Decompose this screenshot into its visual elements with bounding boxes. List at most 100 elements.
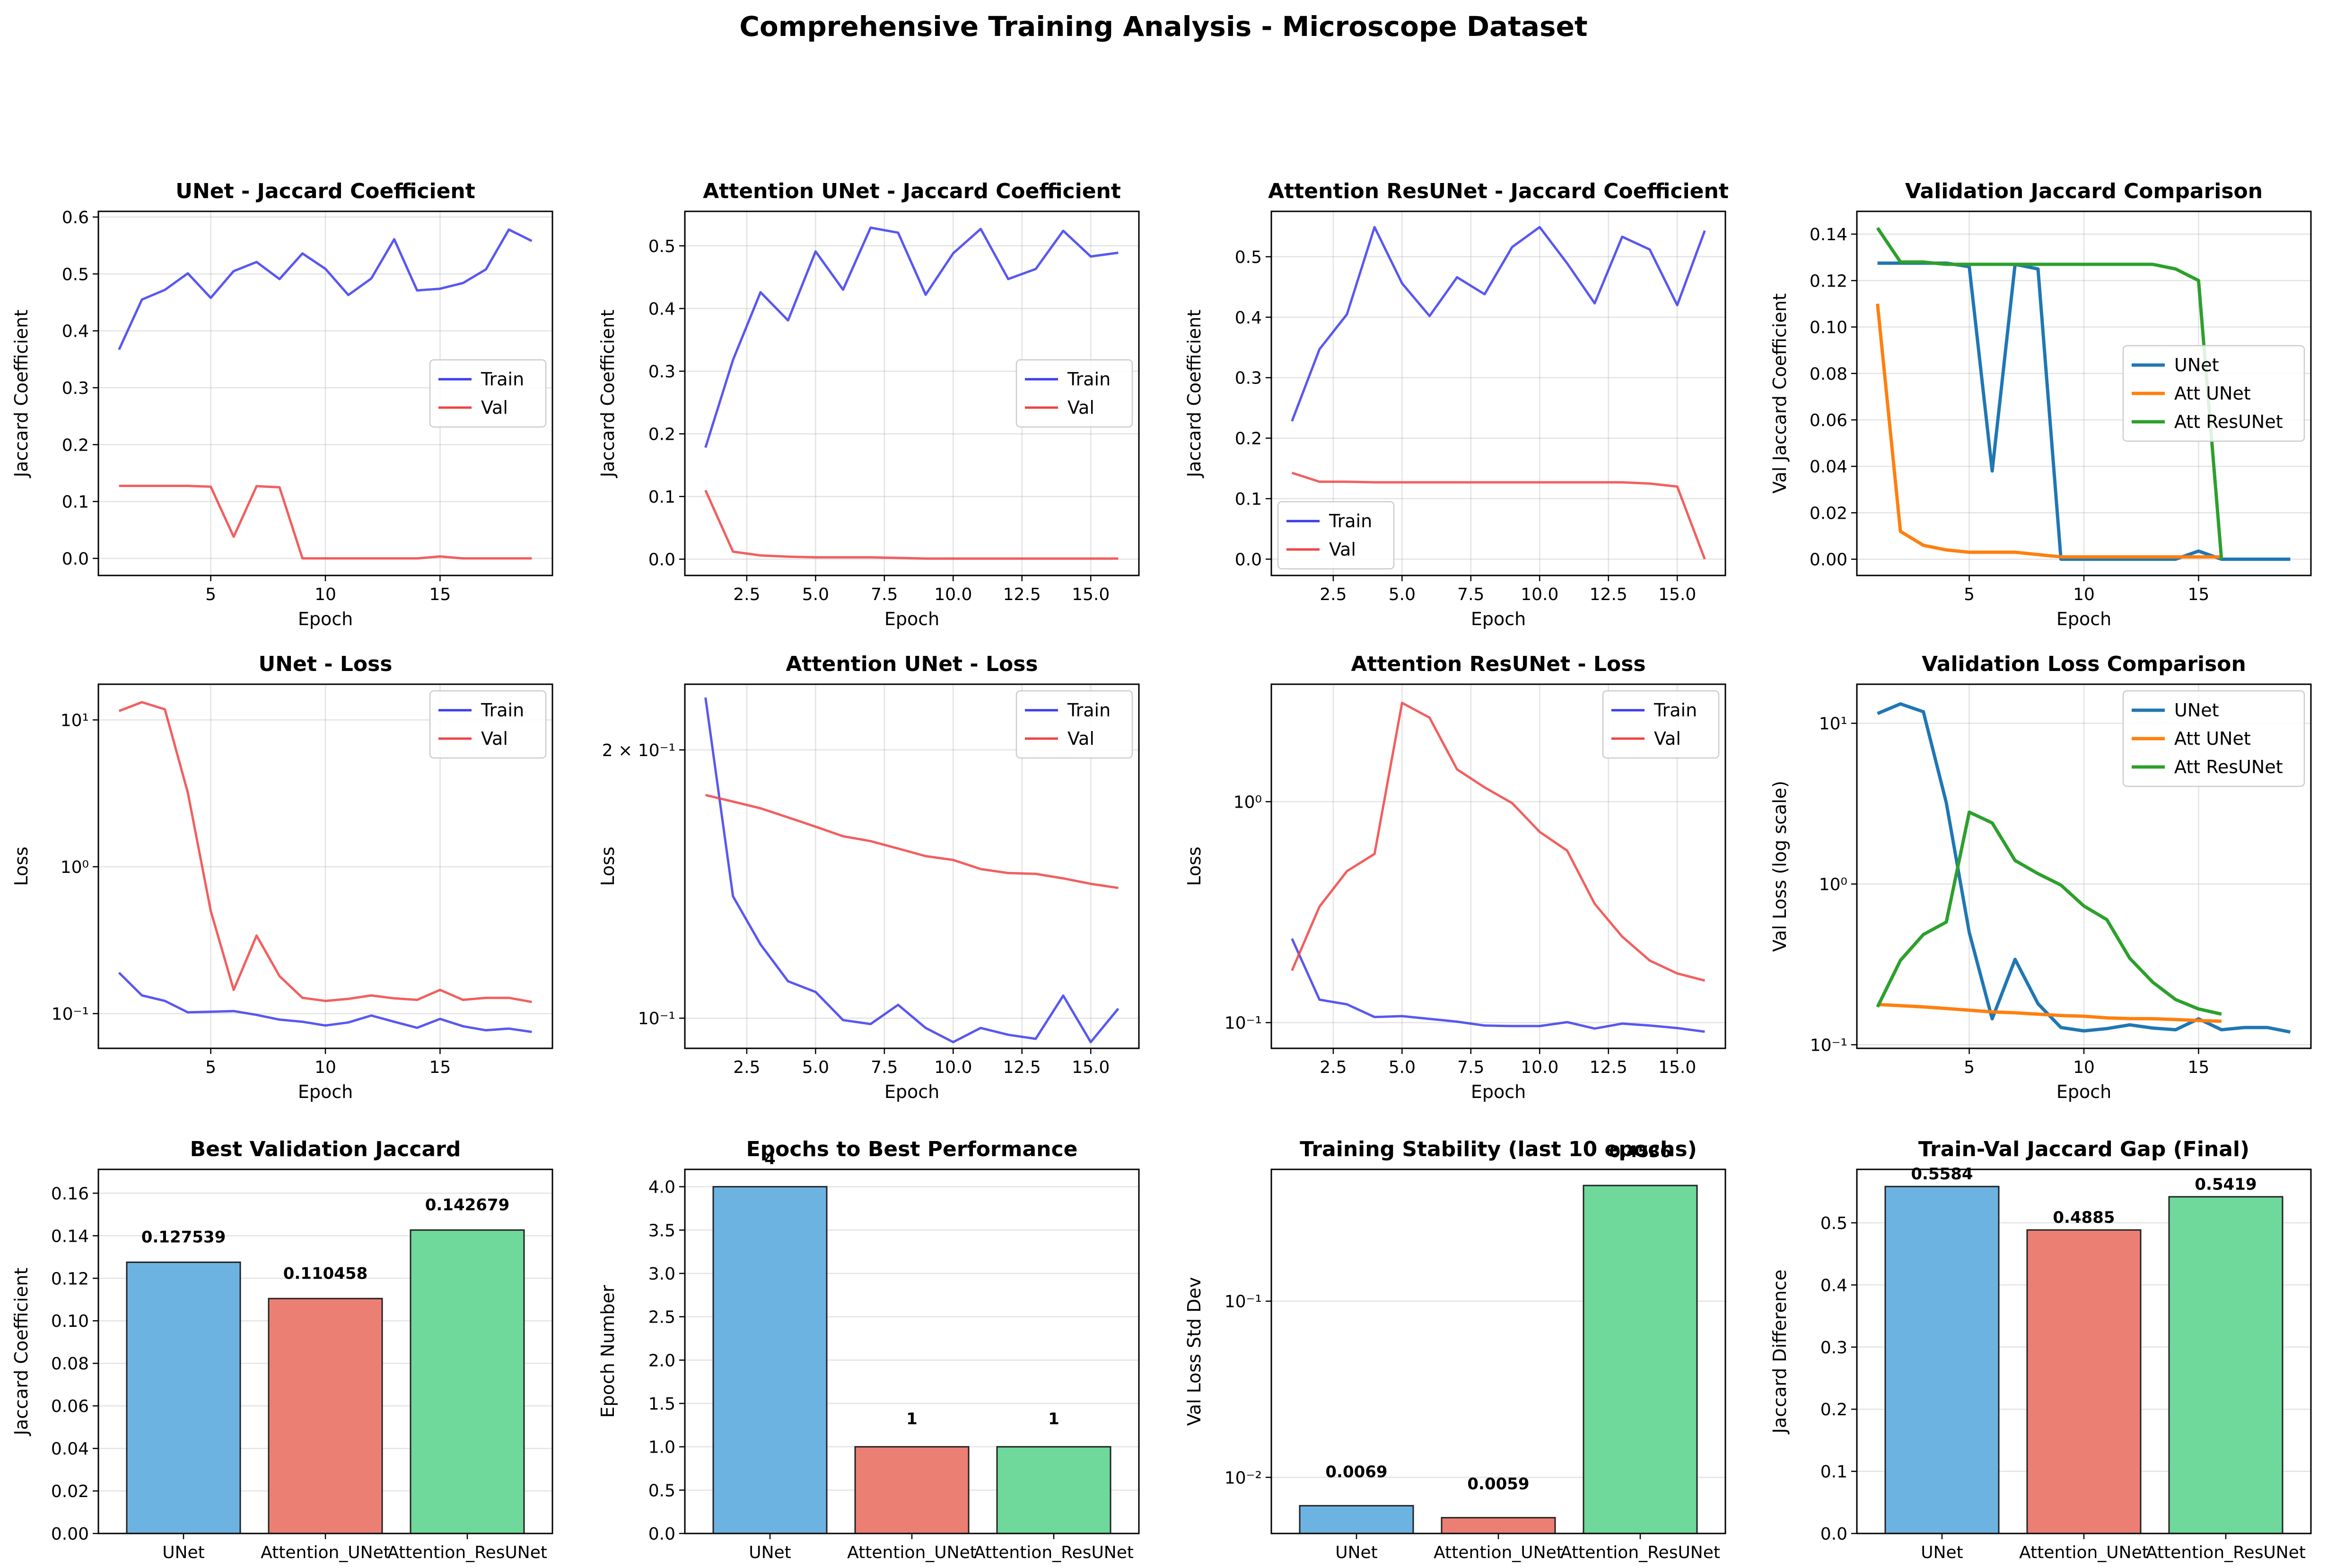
y-tick-label: 0.10 — [51, 1312, 89, 1331]
panel-p3: 0.0 0.1 0.2 0.3 0.4 0.5 2.5 5.0 7.5 10.0 12.5 15.0 T… — [1184, 179, 1729, 629]
axes-frame — [1856, 1168, 2312, 1534]
y-tick-label: 0.5 — [648, 237, 675, 256]
y-tick-label: 4.0 — [648, 1178, 675, 1197]
y-tick-label: 0.02 — [51, 1482, 89, 1501]
y-axis-label: Loss — [11, 846, 32, 886]
bar-value-label: 0.110458 — [283, 1264, 368, 1283]
y-tick-label: 0.4 — [62, 322, 89, 341]
x-tick-label: Attention_UNet — [1434, 1543, 1563, 1562]
legend: Train Val — [1015, 690, 1133, 759]
legend-label: Train — [481, 700, 524, 721]
bar-value-label: 0.0069 — [1325, 1463, 1387, 1481]
y-axis-label: Loss — [1184, 846, 1205, 886]
y-tick-label: 10⁻² — [1225, 1468, 1262, 1488]
y-tick-label: 10⁻¹ — [1225, 1292, 1262, 1312]
y-tick-label: 10⁰ — [61, 858, 89, 877]
y-tick-label: 0.2 — [648, 425, 675, 444]
legend-label: Att UNet — [2174, 728, 2251, 749]
legend-label: Train — [1329, 511, 1372, 531]
legend-label: Train — [1653, 700, 1697, 721]
x-tick-label: 15.0 — [1658, 1058, 1696, 1077]
bar-value-label: 4 — [764, 1150, 776, 1168]
x-tick-label: UNet — [1335, 1543, 1378, 1562]
series-line-val — [1291, 701, 1706, 982]
y-tick-label: 0.0 — [1820, 1524, 1847, 1544]
panel-title: Best Validation Jaccard — [190, 1137, 461, 1161]
legend: UNet Att UNet Att ResUNet — [2122, 345, 2305, 442]
x-tick-label: 10.0 — [1521, 585, 1558, 604]
x-tick-label: Attention_ResUNet — [974, 1543, 1134, 1562]
y-tick-label: 3.5 — [648, 1221, 675, 1240]
x-tick-label: Attention_UNet — [2019, 1543, 2149, 1562]
x-tick-label: Attention_ResUNet — [387, 1543, 547, 1562]
legend: Train Val — [429, 359, 547, 428]
bar-value-label: 0.4885 — [2053, 1208, 2115, 1227]
x-axis-label: Epoch — [1471, 1081, 1526, 1102]
x-tick-label: 15.0 — [1658, 585, 1696, 604]
series-line-train — [1291, 938, 1705, 1033]
bar-unet — [712, 1186, 828, 1534]
legend-label: Train — [1067, 700, 1111, 721]
y-tick-label: 0.3 — [1235, 369, 1262, 388]
bar-value-label: 0.127539 — [141, 1228, 226, 1247]
y-tick-label: 10⁻¹ — [52, 1005, 89, 1024]
legend-label: Att ResUNet — [2174, 757, 2283, 777]
y-tick-label: 0.0 — [648, 550, 675, 570]
series-line-val — [119, 485, 532, 560]
bar-attention_resunet — [996, 1446, 1111, 1534]
y-tick-label: 2 × 10⁻¹ — [602, 741, 675, 760]
legend: Train Val — [429, 690, 547, 759]
legend-label: Train — [1067, 369, 1111, 390]
panel-title: Attention ResUNet - Loss — [1351, 652, 1645, 676]
legend-box — [1602, 690, 1720, 759]
panel-p12: 0.0 0.1 0.2 0.3 0.4 0.5 0.5584 UNet 0.4885 Attent… — [1769, 1137, 2312, 1562]
x-tick-label: 15.0 — [1072, 585, 1110, 604]
x-tick-label: UNet — [749, 1543, 791, 1562]
panel-p6: 10⁻¹ 2 × 10⁻¹ 2.5 5.0 7.5 10.0 12.5 15.0 Train Va… — [597, 652, 1140, 1102]
bar-value-label: 0.5419 — [2195, 1175, 2257, 1194]
x-tick-label: Attention_ResUNet — [2146, 1543, 2306, 1562]
axes-frame — [1270, 1168, 1726, 1534]
series-line-val — [1291, 471, 1706, 560]
legend: Train Val — [1602, 690, 1720, 759]
y-axis-label: Jaccard Coefficient — [11, 1268, 32, 1436]
legend-label: Att UNet — [2174, 383, 2251, 404]
series-line-train — [118, 972, 532, 1033]
y-axis-label: Epoch Number — [597, 1285, 618, 1418]
y-tick-label: 0.1 — [1820, 1463, 1847, 1482]
legend-label: Val — [481, 397, 508, 418]
axes-frame — [97, 1168, 553, 1534]
x-tick-label: 5.0 — [1389, 1058, 1416, 1077]
series-line-val — [118, 701, 532, 1003]
y-tick-label: 0.02 — [1810, 504, 1847, 523]
axes-frame — [684, 1168, 1140, 1534]
y-tick-label: 0.12 — [1810, 271, 1847, 291]
panel-title: Attention ResUNet - Jaccard Coefficient — [1268, 179, 1729, 203]
y-tick-label: 0.16 — [51, 1184, 89, 1203]
x-axis-label: Epoch — [298, 1081, 353, 1102]
panel-p1: 0.0 0.1 0.2 0.3 0.4 0.5 0.6 5 10 15 Train Val UNet -… — [11, 179, 553, 629]
x-tick-label: 5 — [1964, 1058, 1975, 1077]
y-axis-label: Val Loss Std Dev — [1184, 1277, 1205, 1426]
y-axis-label: Jaccard Difference — [1769, 1270, 1790, 1435]
bar-attention_resunet — [2168, 1196, 2283, 1534]
y-tick-label: 10⁰ — [1233, 793, 1262, 812]
x-tick-label: Attention_ResUNet — [1560, 1543, 1720, 1562]
y-tick-label: 10⁻¹ — [638, 1009, 675, 1028]
series-line-train — [704, 226, 1119, 448]
bar-attention_unet — [268, 1298, 383, 1534]
legend-box — [1277, 501, 1395, 570]
y-tick-label: 0.04 — [51, 1439, 89, 1459]
y-tick-label: 0.5 — [1235, 248, 1262, 267]
series-line-val — [704, 489, 1119, 560]
series-line-att-unet — [1877, 1002, 2222, 1023]
bar-attention_resunet — [1583, 1185, 1698, 1534]
bar-value-label: 0.0059 — [1467, 1475, 1529, 1494]
x-tick-label: 10 — [315, 1058, 336, 1077]
y-tick-label: 0.06 — [1810, 411, 1847, 430]
y-tick-label: 0.5 — [648, 1481, 675, 1500]
panel-title: Attention UNet - Loss — [786, 652, 1038, 676]
y-tick-label: 0.2 — [1235, 429, 1262, 449]
legend: Train Val — [1277, 501, 1395, 570]
